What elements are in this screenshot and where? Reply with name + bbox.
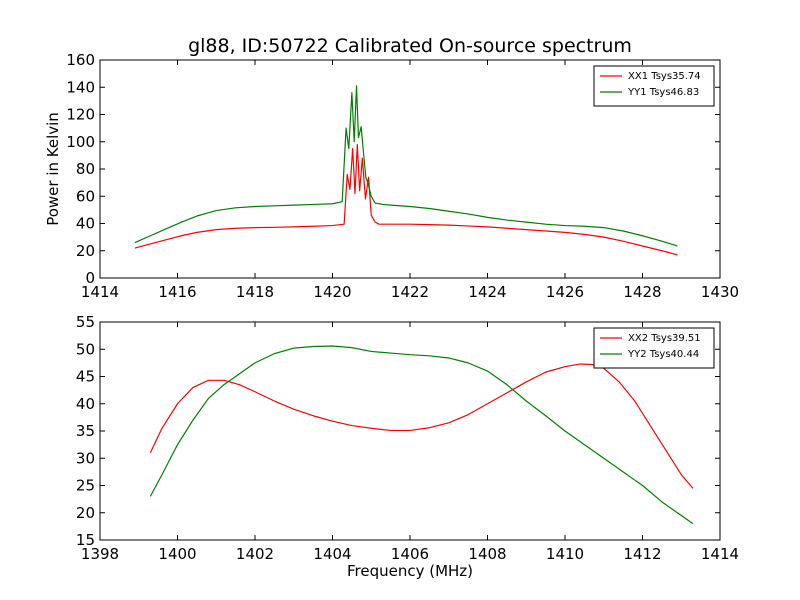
- series-line-1-1: [149, 345, 694, 525]
- legend-entry-1-0: XX2 Tsys39.51: [628, 333, 701, 344]
- legend-box-1: [593, 327, 715, 369]
- y-tick-label-1-2: 25: [76, 477, 95, 495]
- bottom-x-axis-label: Frequency (MHz): [347, 562, 473, 580]
- x-tick-label-0-2: 1418: [236, 283, 274, 301]
- series-line-0-0: [134, 143, 678, 256]
- x-tick-label-1-1: 1400: [158, 545, 196, 563]
- x-tick-label-0-3: 1420: [313, 283, 351, 301]
- x-tick-label-1-6: 1410: [546, 545, 584, 563]
- chart-title: gl88, ID:50722 Calibrated On-source spec…: [188, 35, 632, 57]
- bottom-spectrum-panel: 1398 1400 1402 1404 1406 1408 1410 1412 1414 15 20…: [76, 313, 739, 563]
- y-tick-label-0-0: 0: [85, 269, 95, 287]
- legend-entry-0-0: XX1 Tsys35.74: [628, 71, 701, 82]
- y-tick-label-1-1: 20: [76, 504, 95, 522]
- y-tick-label-0-3: 60: [76, 187, 95, 205]
- y-tick-label-0-7: 140: [66, 78, 95, 96]
- y-tick-label-1-6: 45: [76, 368, 95, 386]
- y-tick-label-1-5: 40: [76, 395, 95, 413]
- x-tick-label-1-3: 1404: [313, 545, 351, 563]
- x-tick-label-0-8: 1430: [701, 283, 739, 301]
- legend-box-0: [593, 65, 715, 107]
- x-tick-label-0-5: 1424: [468, 283, 506, 301]
- y-tick-label-1-3: 30: [76, 449, 95, 467]
- x-tick-label-0-4: 1422: [391, 283, 429, 301]
- y-tick-label-0-2: 40: [76, 215, 95, 233]
- y-tick-label-1-8: 55: [76, 313, 95, 331]
- y-tick-label-0-1: 20: [76, 242, 95, 260]
- x-tick-label-1-5: 1408: [468, 545, 506, 563]
- y-tick-label-0-6: 120: [66, 106, 95, 124]
- x-tick-label-1-0: 1398: [81, 545, 119, 563]
- y-tick-label-0-8: 160: [66, 51, 95, 69]
- y-tick-label-1-7: 50: [76, 340, 95, 358]
- y-tick-label-0-5: 100: [66, 133, 95, 151]
- y-tick-label-1-4: 35: [76, 422, 95, 440]
- x-tick-label-1-2: 1402: [236, 545, 274, 563]
- top-y-axis-label: Power in Kelvin: [44, 112, 62, 226]
- legend-entry-0-1: YY1 Tsys46.83: [627, 87, 699, 98]
- y-tick-label-1-0: 15: [76, 531, 95, 549]
- legend-entry-1-1: YY2 Tsys40.44: [627, 349, 699, 360]
- x-tick-label-1-4: 1406: [391, 545, 429, 563]
- x-tick-label-0-6: 1426: [546, 283, 584, 301]
- top-spectrum-panel: 1414 1416 1418 1420 1422 1424 1426 1428 1430 0 20 4…: [66, 51, 739, 301]
- y-tick-label-0-4: 80: [76, 160, 95, 178]
- x-tick-label-0-0: 1414: [81, 283, 119, 301]
- series-line-0-1: [134, 85, 678, 247]
- x-tick-label-1-7: 1412: [623, 545, 661, 563]
- x-tick-label-0-7: 1428: [623, 283, 661, 301]
- x-tick-label-0-1: 1416: [158, 283, 196, 301]
- x-tick-label-1-8: 1414: [701, 545, 739, 563]
- series-line-1-0: [149, 363, 694, 489]
